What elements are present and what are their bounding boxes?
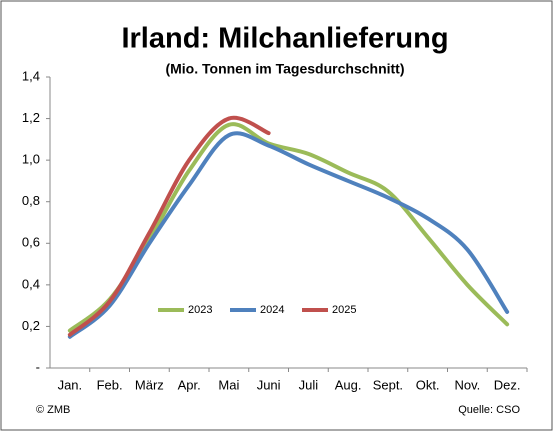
x-tick-label: März bbox=[135, 377, 164, 392]
legend-label: 2024 bbox=[260, 304, 284, 316]
y-tick-label: 0,4 bbox=[22, 276, 40, 291]
y-tick-label: 0,8 bbox=[22, 193, 40, 208]
y-tick-label: 1,4 bbox=[22, 68, 40, 83]
x-tick-label: Juni bbox=[257, 377, 281, 392]
chart-subtitle: (Mio. Tonnen im Tagesdurchschnitt) bbox=[165, 61, 404, 77]
line-series bbox=[67, 115, 271, 337]
y-tick-label: 1,0 bbox=[22, 152, 40, 167]
x-tick-label: Nov. bbox=[454, 377, 480, 392]
x-tick-label: Aug. bbox=[335, 377, 362, 392]
x-tick-label: Feb. bbox=[97, 377, 123, 392]
y-tick-label: 1,2 bbox=[22, 110, 40, 125]
line-series bbox=[67, 122, 510, 333]
x-tick-label: Mai bbox=[218, 377, 239, 392]
x-tick-label: Jan. bbox=[58, 377, 83, 392]
chart-title: Irland: Milchanlieferung bbox=[121, 23, 448, 55]
x-tick-label: Apr. bbox=[178, 377, 201, 392]
x-tick-label: Okt. bbox=[416, 377, 440, 392]
footer-right: Quelle: CSO bbox=[458, 404, 520, 416]
y-tick-label: 0,2 bbox=[22, 318, 40, 333]
line-series bbox=[67, 131, 510, 339]
x-tick-label: Sept. bbox=[373, 377, 403, 392]
y-tick-label: - bbox=[36, 359, 40, 374]
x-tick-label: Dez. bbox=[494, 377, 521, 392]
footer-left: © ZMB bbox=[36, 404, 70, 416]
legend-label: 2025 bbox=[332, 304, 356, 316]
x-tick-label: Juli bbox=[299, 377, 319, 392]
y-tick-label: 0,6 bbox=[22, 235, 40, 250]
legend-label: 2023 bbox=[188, 304, 212, 316]
